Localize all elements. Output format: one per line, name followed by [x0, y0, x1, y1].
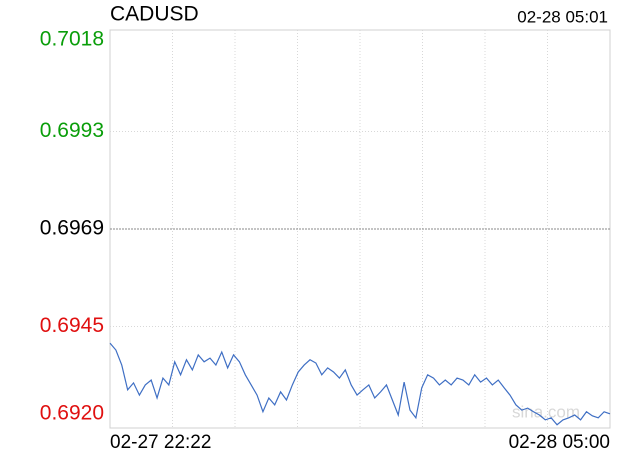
x-tick-label: 02-27 22:22	[110, 432, 211, 453]
y-tick-label: 0.6920	[40, 402, 104, 425]
y-tick-label: 0.6945	[40, 314, 104, 337]
y-tick-label: 0.7018	[40, 28, 104, 51]
watermark: sina.com	[512, 402, 580, 421]
price-line	[109, 342, 611, 426]
timestamp: 02-28 05:01	[517, 7, 608, 26]
y-tick-label: 0.6993	[40, 119, 104, 142]
chart-title: CADUSD	[110, 3, 199, 26]
x-tick-label: 02-28 05:00	[509, 432, 610, 453]
y-tick-label: 0.6969	[40, 217, 104, 240]
